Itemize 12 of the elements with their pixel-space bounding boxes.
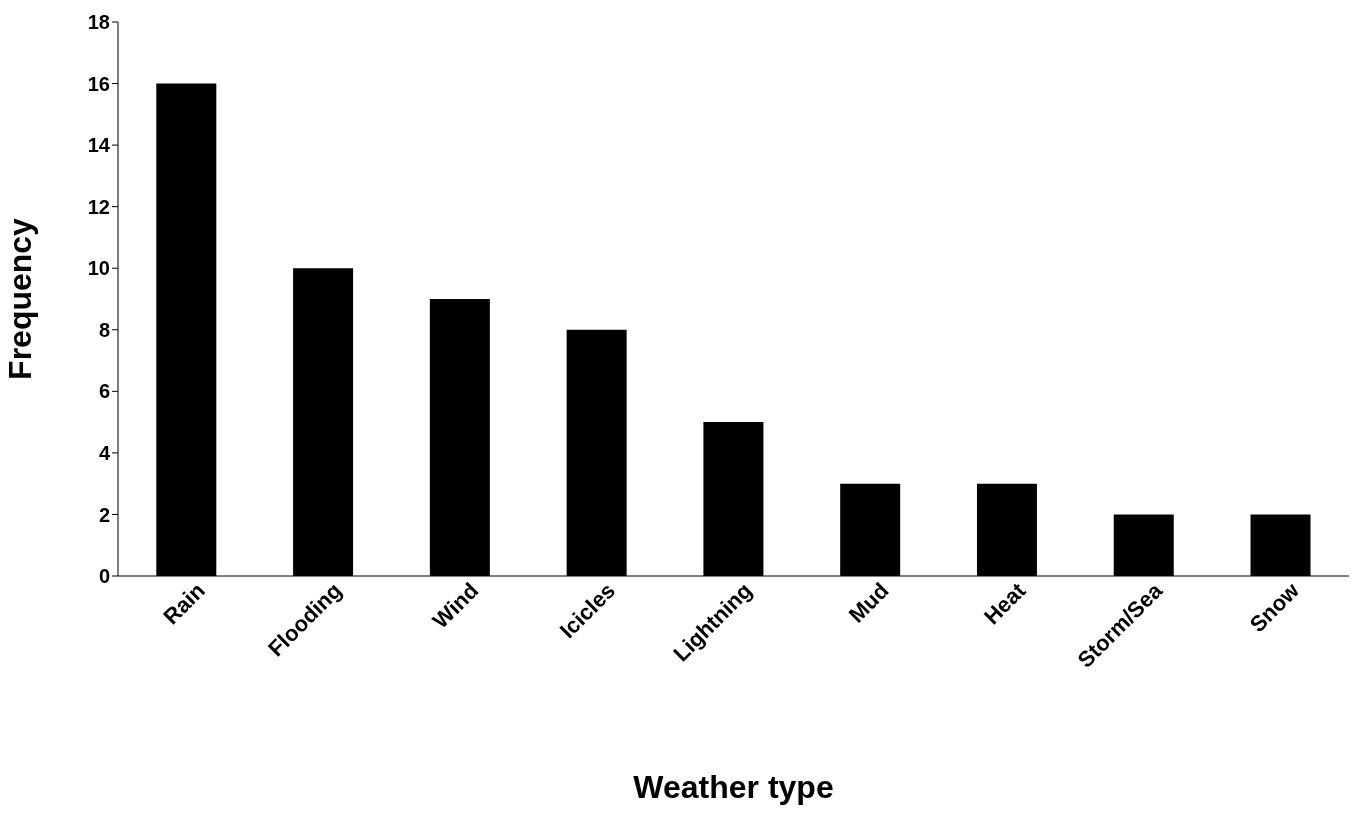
y-tick-label: 16 — [87, 72, 110, 95]
y-tick-label: 18 — [87, 11, 110, 34]
y-tick-label: 6 — [98, 380, 110, 403]
y-axis-title: Frequency — [2, 217, 39, 380]
y-tick-label: 10 — [87, 257, 110, 280]
y-tick-label: 0 — [98, 565, 110, 588]
y-tick-label: 4 — [98, 441, 111, 464]
y-tick-label: 12 — [87, 195, 110, 218]
x-axis-title: Weather type — [633, 769, 834, 805]
y-tick-label: 14 — [87, 134, 111, 157]
y-tick-label: 2 — [98, 503, 110, 526]
y-tick-label: 8 — [98, 318, 110, 341]
